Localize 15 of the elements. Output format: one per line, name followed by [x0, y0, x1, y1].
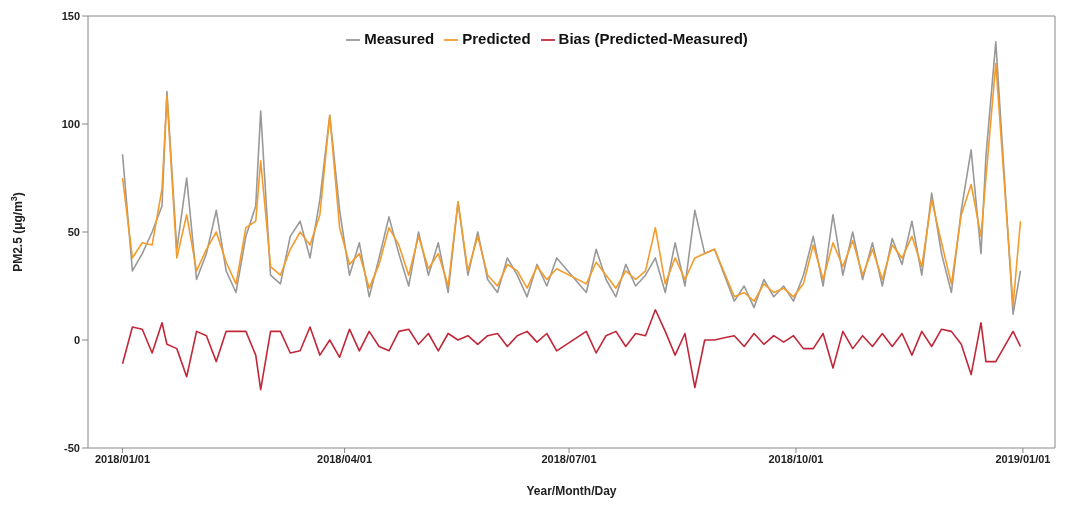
x-tick-label: 2018/07/01: [541, 452, 597, 465]
x-tick-label: 2018/10/01: [768, 452, 824, 465]
x-axis-title: Year/Month/Day: [526, 483, 617, 498]
legend-label: Predicted: [462, 30, 531, 47]
y-tick-label: 100: [61, 117, 80, 130]
legend-label: Measured: [364, 30, 435, 47]
y-tick-label: 0: [73, 333, 80, 346]
x-tick-label: 2018/04/01: [317, 452, 373, 465]
x-tick-label: 2018/01/01: [95, 452, 151, 465]
y-tick-label: 150: [61, 9, 80, 22]
y-tick-label: 50: [67, 225, 80, 238]
y-tick-label: -50: [64, 441, 80, 454]
line-series: [121, 308, 1022, 391]
legend-label: Bias (Predicted-Measured): [558, 30, 748, 47]
x-tick-label: 2019/01/01: [995, 452, 1051, 465]
